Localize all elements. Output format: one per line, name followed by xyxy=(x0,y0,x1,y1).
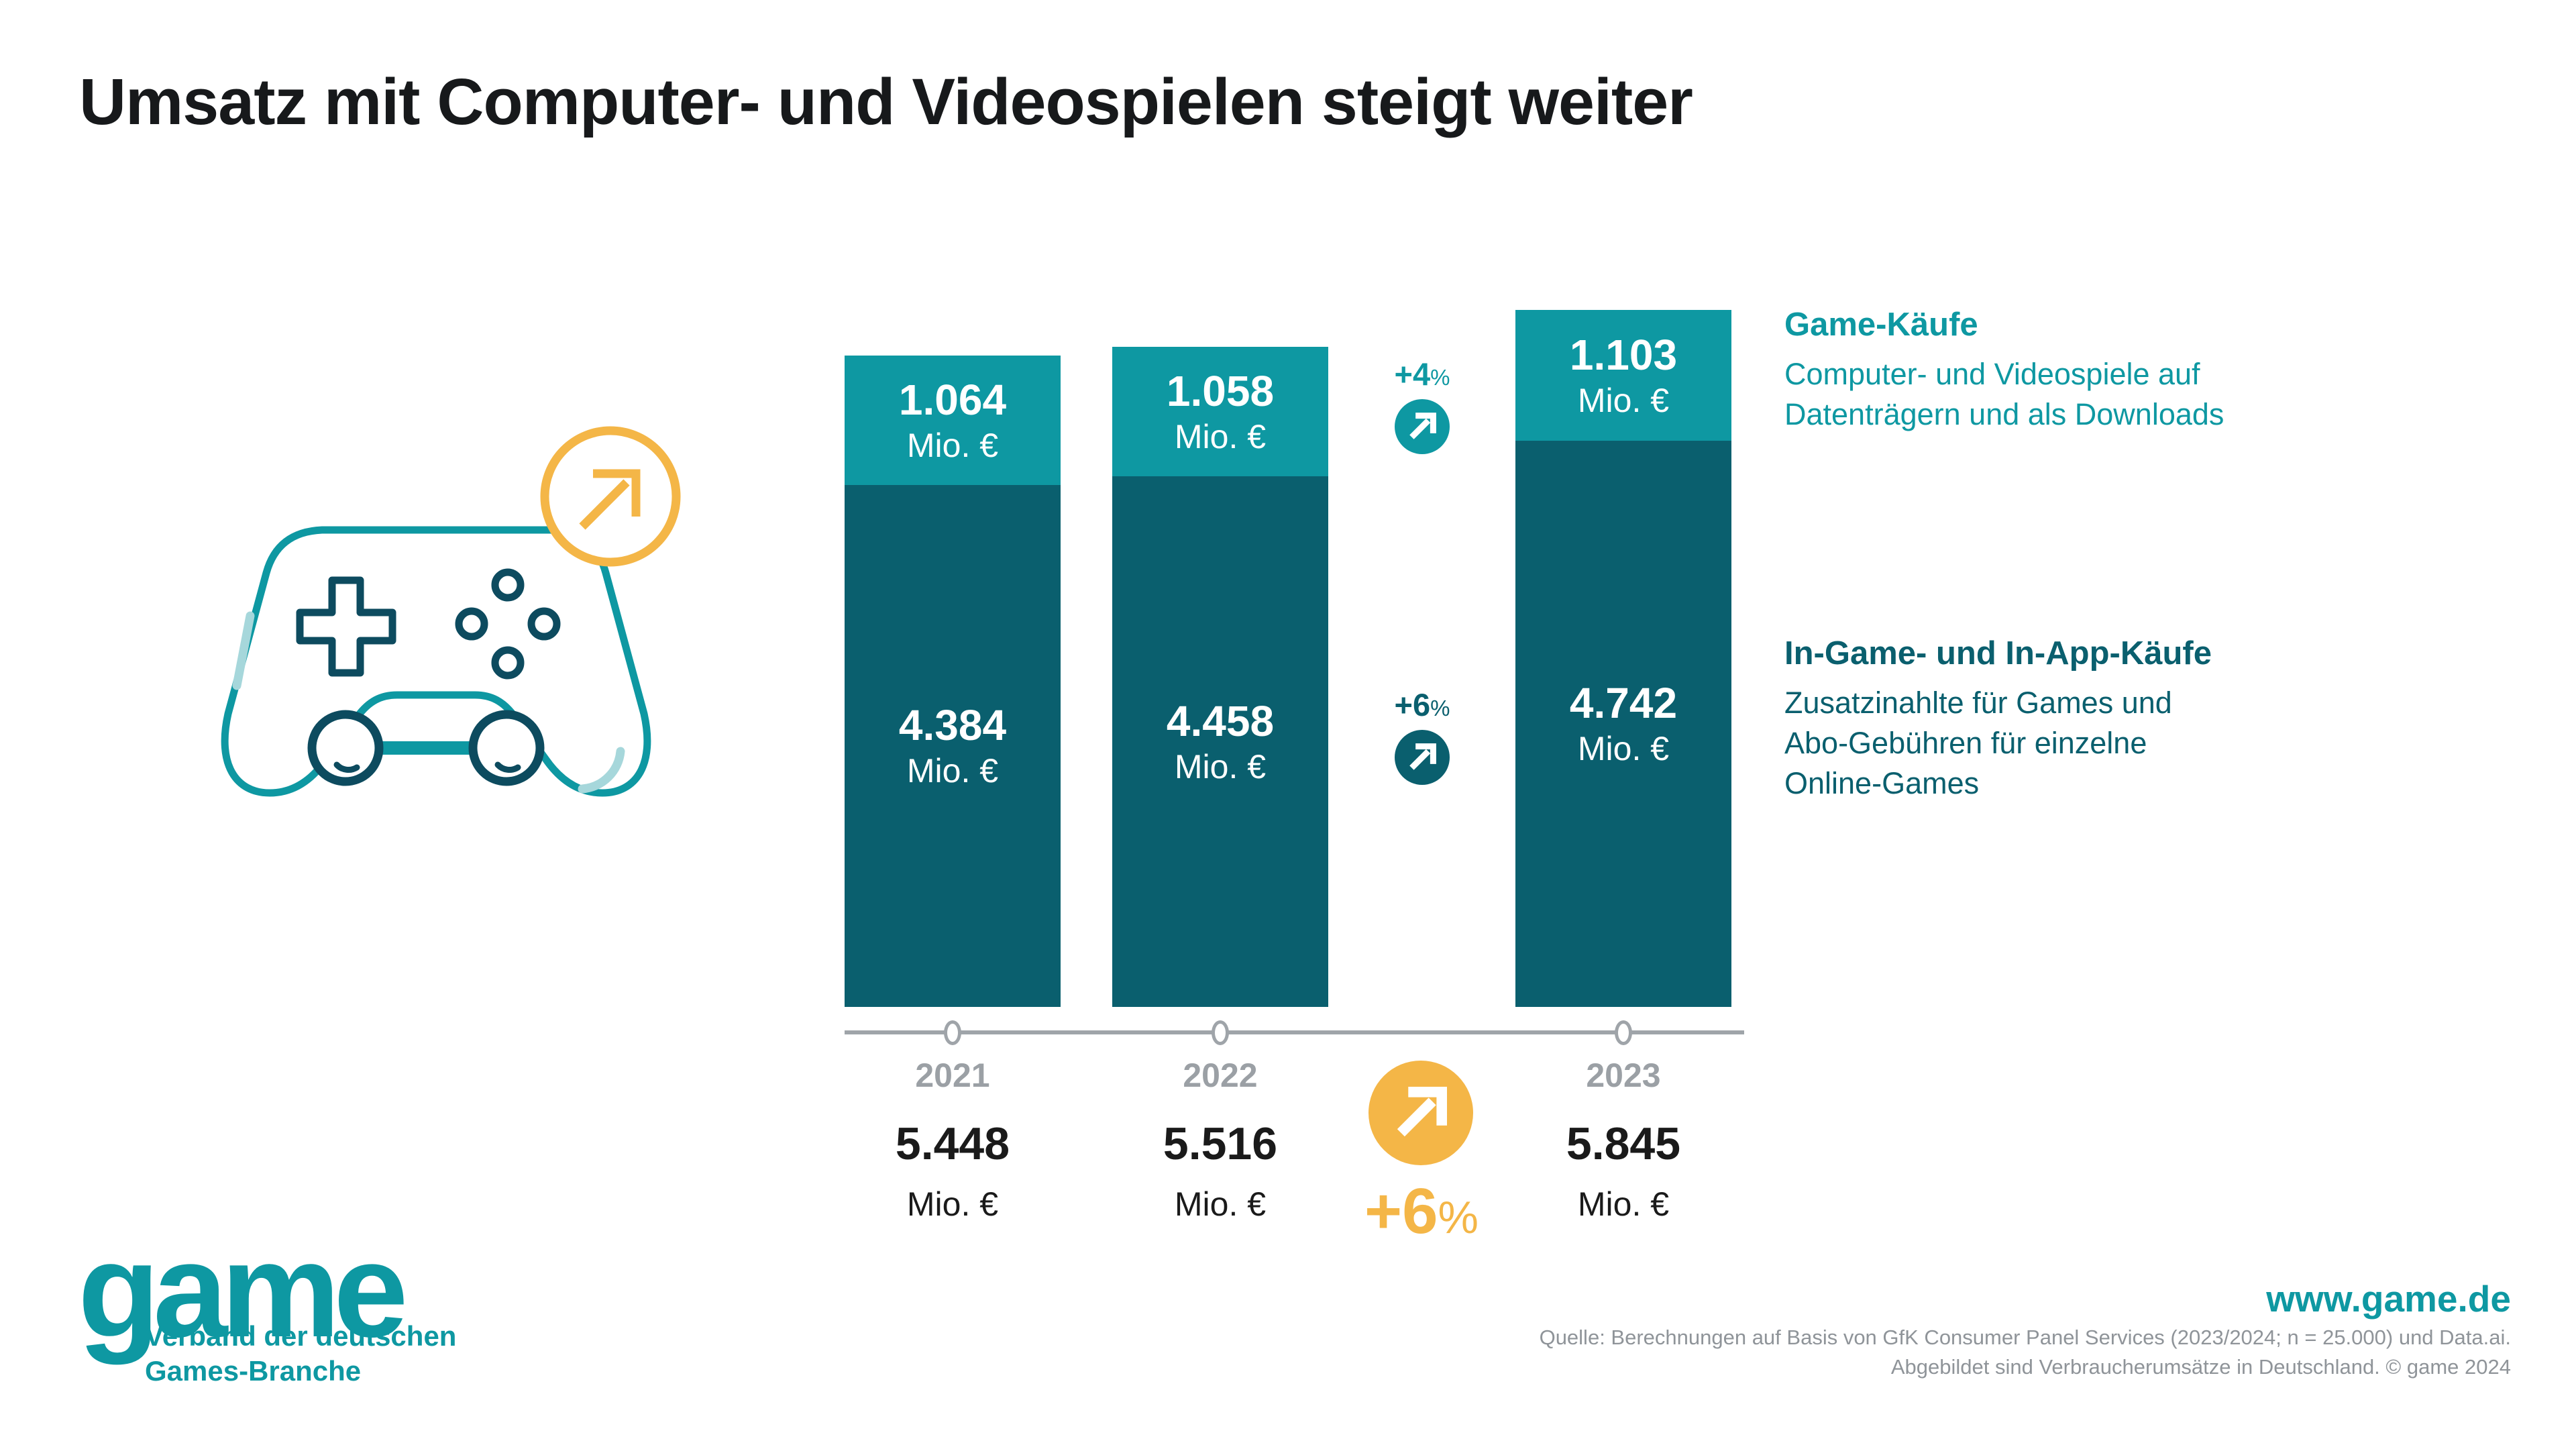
bar-value: 4.458 xyxy=(1166,696,1275,745)
logo-tagline-line: Games-Branche xyxy=(145,1355,362,1387)
face-button-right xyxy=(527,607,561,641)
accent-stroke-bottom-right xyxy=(578,747,625,794)
bar-unit: Mio. € xyxy=(906,752,999,790)
gamepad-illustration xyxy=(221,426,681,797)
bar-2023-game-purchases: 1.103 Mio. € xyxy=(1515,310,1731,441)
legend-game-purchases: Game-Käufe Computer- und Videospiele auf… xyxy=(1784,306,2224,435)
bar-unit: Mio. € xyxy=(1577,730,1670,768)
up-right-arrow-icon xyxy=(1395,399,1450,454)
bar-unit: Mio. € xyxy=(1174,417,1267,455)
year-label: 2022 xyxy=(1183,1057,1258,1094)
bar-value: 4.742 xyxy=(1569,679,1678,728)
legend-line: Computer- und Videospiele auf xyxy=(1784,357,2200,391)
bar-value: 1.058 xyxy=(1166,366,1275,415)
left-stick-tick xyxy=(333,761,360,773)
axis-marker-2022 xyxy=(1212,1020,1229,1045)
accent-stroke-left xyxy=(232,611,255,690)
bar-2022-in-game: 4.458 Mio. € xyxy=(1112,476,1328,1007)
up-right-arrow-icon xyxy=(1395,730,1450,785)
legend-line: Zusatzinahlte für Games und xyxy=(1784,686,2172,720)
left-stick xyxy=(307,710,384,786)
dpad-icon xyxy=(296,576,396,677)
bar-2023-in-game: 4.742 Mio. € xyxy=(1515,441,1731,1007)
face-button-bottom xyxy=(491,646,525,680)
source-note: Quelle: Berechnungen auf Basis von GfK C… xyxy=(1540,1323,2511,1382)
legend-line: Abo-Gebühren für einzelne xyxy=(1784,726,2147,760)
growth-badge-in-game: +6% xyxy=(1367,689,1477,785)
bar-2022-game-purchases: 1.058 Mio. € xyxy=(1112,347,1328,476)
growth-badge-game-purchases: +4% xyxy=(1367,358,1477,454)
bar-unit: Mio. € xyxy=(1577,381,1670,419)
growth-label: +6% xyxy=(1394,687,1450,722)
bar-value: 1.064 xyxy=(898,375,1007,424)
year-label: 2021 xyxy=(915,1057,990,1094)
total-unit: Mio. € xyxy=(1577,1185,1670,1223)
total-unit: Mio. € xyxy=(906,1185,999,1223)
bar-unit: Mio. € xyxy=(906,426,999,464)
totals-column-2023: 2023 5.845 Mio. € xyxy=(1515,1056,1731,1224)
logo-tagline-line: Verband der deutschen xyxy=(145,1320,457,1352)
bar-2021-in-game: 4.384 Mio. € xyxy=(845,485,1061,1007)
legend-line: Online-Games xyxy=(1784,766,1980,800)
face-button-top xyxy=(491,568,525,602)
right-stick-tick xyxy=(494,761,521,773)
year-label: 2023 xyxy=(1586,1057,1661,1094)
totals-column-2021: 2021 5.448 Mio. € xyxy=(845,1056,1061,1224)
right-stick xyxy=(468,710,545,786)
page-title: Umsatz mit Computer- und Videospielen st… xyxy=(79,65,1693,138)
total-unit: Mio. € xyxy=(1174,1185,1267,1223)
legend-heading: In-Game- und In-App-Käufe xyxy=(1784,635,2212,672)
game-logo: game xyxy=(78,1216,408,1365)
face-button-left xyxy=(455,607,488,641)
growth-arrow-head xyxy=(593,469,641,517)
total-value: 5.448 xyxy=(895,1118,1010,1169)
source-line: Abgebildet sind Verbraucherumsätze in De… xyxy=(1890,1355,2511,1379)
growth-label: +4% xyxy=(1394,356,1450,392)
total-growth-arrow-icon xyxy=(1368,1061,1473,1165)
totals-column-2022: 2022 5.516 Mio. € xyxy=(1112,1056,1328,1224)
total-growth-label: +6% xyxy=(1364,1175,1479,1247)
legend-line: Datenträgern und als Downloads xyxy=(1784,397,2224,431)
axis-marker-2023 xyxy=(1615,1020,1632,1045)
bar-unit: Mio. € xyxy=(1174,747,1267,786)
legend-in-game: In-Game- und In-App-Käufe Zusatzinahlte … xyxy=(1784,635,2212,804)
bar-value: 4.384 xyxy=(898,701,1007,750)
growth-arrow-shaft xyxy=(579,479,630,530)
legend-heading: Game-Käufe xyxy=(1784,307,1978,343)
logo-tagline: Verband der deutschen Games-Branche xyxy=(145,1319,456,1389)
bar-value: 1.103 xyxy=(1569,330,1678,379)
total-value: 5.516 xyxy=(1163,1118,1278,1169)
total-value: 5.845 xyxy=(1566,1118,1681,1169)
bar-2021-game-purchases: 1.064 Mio. € xyxy=(845,356,1061,485)
axis-marker-2021 xyxy=(944,1020,961,1045)
source-line: Quelle: Berechnungen auf Basis von GfK C… xyxy=(1539,1326,2511,1349)
timeline-axis xyxy=(845,1030,1744,1034)
website-link[interactable]: www.game.de xyxy=(2266,1278,2511,1320)
